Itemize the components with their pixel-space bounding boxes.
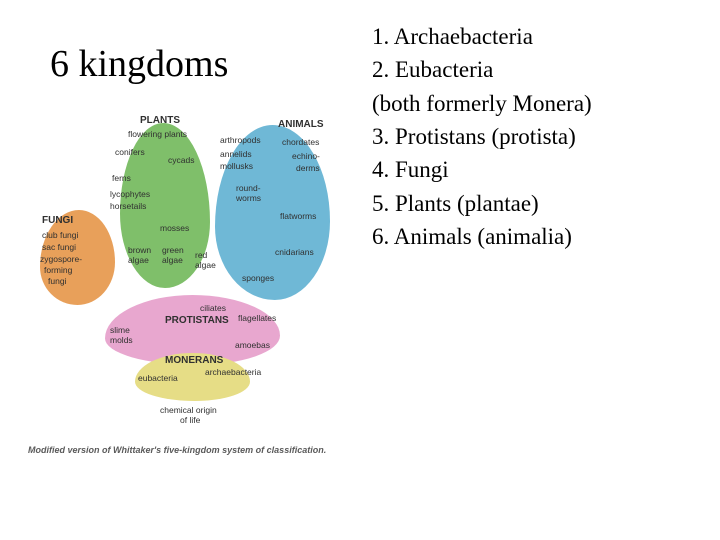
plant-sub: conifers bbox=[115, 147, 145, 157]
plant-sub: algae bbox=[195, 260, 216, 270]
list-item: 4. Fungi bbox=[372, 153, 592, 186]
list-item: 5. Plants (plantae) bbox=[372, 187, 592, 220]
animal-sub: sponges bbox=[242, 273, 274, 283]
animal-sub: worms bbox=[236, 193, 261, 203]
origin-label: of life bbox=[180, 415, 200, 425]
animal-sub: mollusks bbox=[220, 161, 253, 171]
list-item: 1. Archaebacteria bbox=[372, 20, 592, 53]
animal-sub: echino- bbox=[292, 151, 320, 161]
plant-sub: lycophytes bbox=[110, 189, 150, 199]
kingdom-diagram: PLANTS ANIMALS FUNGI PROTISTANS MONERANS… bbox=[20, 115, 350, 455]
fungi-sub: fungi bbox=[48, 276, 66, 286]
protistans-label: PROTISTANS bbox=[165, 315, 229, 326]
animal-sub: cnidarians bbox=[275, 247, 314, 257]
mon-sub: eubacteria bbox=[138, 373, 178, 383]
animals-label: ANIMALS bbox=[278, 119, 324, 130]
list-item: 6. Animals (animalia) bbox=[372, 220, 592, 253]
plant-sub: algae bbox=[128, 255, 149, 265]
diagram-caption: Modified version of Whittaker's five-kin… bbox=[28, 445, 326, 455]
monerans-label: MONERANS bbox=[165, 355, 223, 366]
plant-sub: green bbox=[162, 245, 184, 255]
fungi-sub: sac fungi bbox=[42, 242, 76, 252]
animal-sub: annelids bbox=[220, 149, 252, 159]
animal-sub: derms bbox=[296, 163, 320, 173]
plant-sub: cycads bbox=[168, 155, 194, 165]
prot-sub: slime bbox=[110, 325, 130, 335]
plant-sub: algae bbox=[162, 255, 183, 265]
fungi-label: FUNGI bbox=[42, 215, 73, 226]
fungi-sub: forming bbox=[44, 265, 72, 275]
animal-sub: arthropods bbox=[220, 135, 261, 145]
list-item: 3. Protistans (protista) bbox=[372, 120, 592, 153]
page-title: 6 kingdoms bbox=[50, 42, 228, 86]
animal-sub: chordates bbox=[282, 137, 319, 147]
list-item: 2. Eubacteria bbox=[372, 53, 592, 86]
animal-sub: flatworms bbox=[280, 211, 316, 221]
list-item: (both formerly Monera) bbox=[372, 87, 592, 120]
prot-sub: molds bbox=[110, 335, 133, 345]
prot-sub: ciliates bbox=[200, 303, 226, 313]
animal-sub: round- bbox=[236, 183, 261, 193]
fungi-sub: zygospore- bbox=[40, 254, 82, 264]
origin-label: chemical origin bbox=[160, 405, 217, 415]
prot-sub: amoebas bbox=[235, 340, 270, 350]
plant-sub: ferns bbox=[112, 173, 131, 183]
plant-sub: mosses bbox=[160, 223, 189, 233]
plants-label: PLANTS bbox=[140, 115, 180, 126]
fungi-sub: club fungi bbox=[42, 230, 78, 240]
plant-sub: brown bbox=[128, 245, 151, 255]
kingdom-list: 1. Archaebacteria 2. Eubacteria (both fo… bbox=[372, 20, 592, 253]
plant-sub: red bbox=[195, 250, 207, 260]
plant-sub: flowering plants bbox=[128, 129, 187, 139]
plant-sub: horsetails bbox=[110, 201, 146, 211]
prot-sub: flagellates bbox=[238, 313, 276, 323]
mon-sub: archaebacteria bbox=[205, 367, 261, 377]
